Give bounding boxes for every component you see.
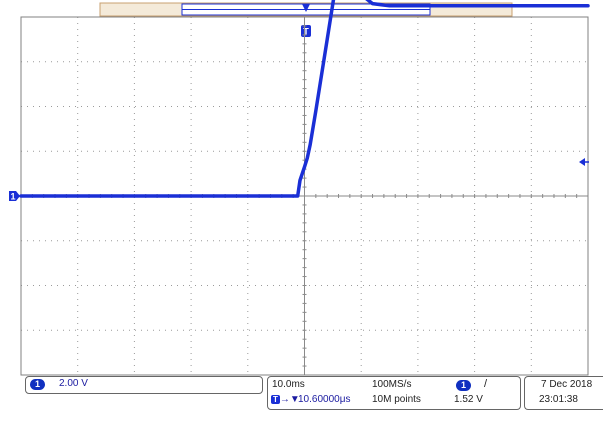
sample-rate: 100MS/s xyxy=(372,379,412,390)
date: 7 Dec 2018 xyxy=(541,379,593,390)
trigger-source-badge: 1 xyxy=(456,380,472,391)
channel1-badge: 1 xyxy=(30,379,46,390)
channel1-scale: 2.00 V xyxy=(59,378,88,389)
waveform-trace xyxy=(19,0,590,198)
record-trigger-marker xyxy=(302,4,310,12)
time-per-division: 10.0ms xyxy=(272,379,305,390)
record-length: 10M points xyxy=(372,394,421,405)
trigger-level-marker[interactable] xyxy=(579,158,589,166)
trigger-position-marker[interactable]: T xyxy=(301,25,311,37)
trigger-delay: 10.60000μs xyxy=(298,394,351,405)
time: 23:01:38 xyxy=(539,394,578,405)
trigger-level: 1.52 V xyxy=(454,394,483,405)
delay-arrow: →▼ xyxy=(279,394,300,405)
rising-edge-icon: / xyxy=(484,378,488,390)
channel1-ground-marker[interactable]: 1 xyxy=(9,191,20,202)
ground-marker-label: 1 xyxy=(10,192,15,202)
timebase-panel[interactable]: 10.0ms 100MS/s T →▼ 10.60000μs 10M points… xyxy=(267,376,521,410)
waveform-line xyxy=(19,0,590,198)
trigger-position-label: T xyxy=(303,27,309,37)
trigger-delay-icon: T →▼ xyxy=(271,394,300,405)
datetime-panel: 7 Dec 2018 23:01:38 xyxy=(524,376,603,410)
channel1-scale-panel[interactable]: 1 2.00 V xyxy=(25,376,263,394)
